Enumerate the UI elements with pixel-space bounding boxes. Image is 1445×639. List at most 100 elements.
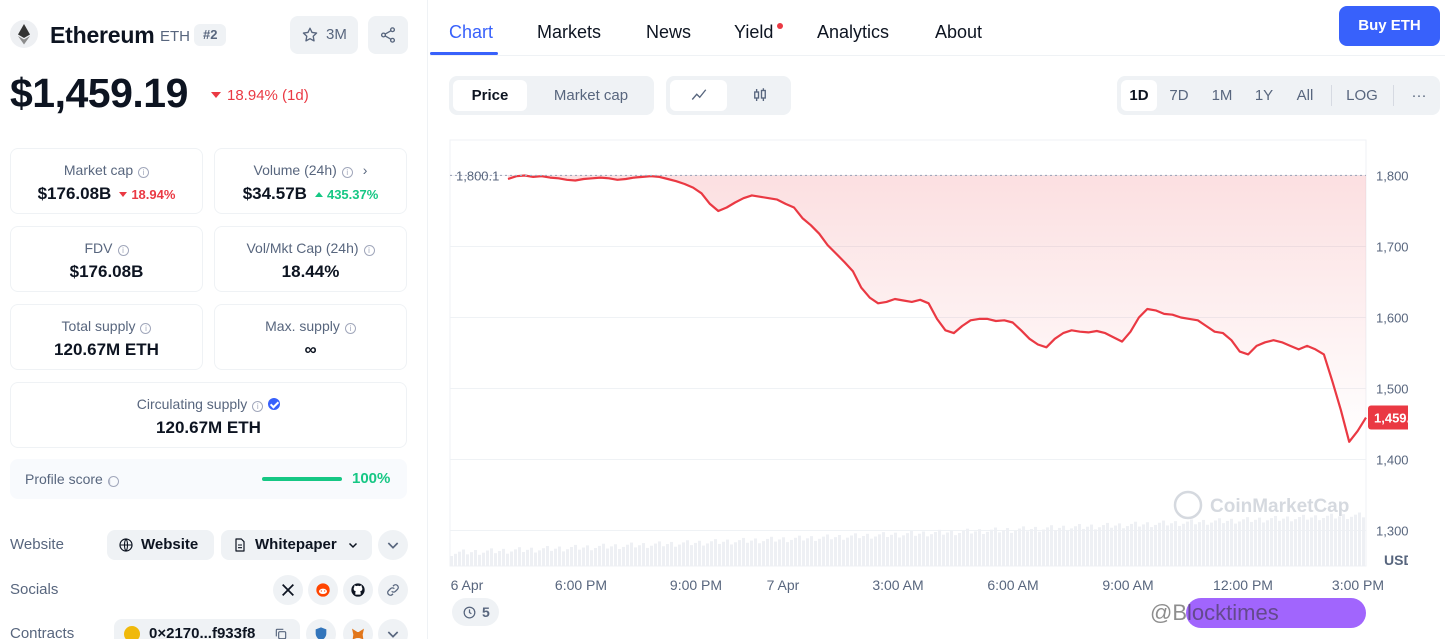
volume-bar [730,544,733,566]
volume-value: $34.57B [242,184,307,203]
contract-address-pill[interactable]: 0×2170...f933f8 [114,619,300,639]
yield-notification-dot [777,23,783,29]
range-1y[interactable]: 1Y [1254,87,1274,104]
link-button[interactable] [378,575,408,605]
more-options-button[interactable]: ··· [1411,87,1427,104]
buy-eth-button[interactable]: Buy ETH [1339,6,1440,46]
volume-bar [1294,519,1297,566]
volume-bar [1358,512,1361,566]
vol-mkt-cap-label: Vol/Mkt Cap (24h) [246,240,359,256]
tab-chart[interactable]: Chart [449,22,494,42]
volume-bar [534,552,537,566]
tab-news[interactable]: News [646,22,692,42]
volume-bar [898,537,901,566]
volume-card[interactable]: Volume (24h) i › $34.57B 435.37% [214,148,407,214]
volume-bar [786,542,789,566]
info-icon[interactable]: i [107,476,119,487]
volume-bar [1046,527,1049,566]
volume-bar [890,534,893,566]
volume-bar [978,529,981,566]
vol-mkt-cap-value: 18.44% [281,262,340,281]
line-chart-option[interactable] [670,80,727,111]
wallet-button[interactable] [306,619,336,639]
volume-bar [702,545,705,566]
current-price-label: 1,459.1 [1374,411,1408,426]
shield-wallet-icon [315,627,327,639]
volume-bar [574,544,577,566]
volume-bar [638,545,641,566]
metric-market-cap-option[interactable]: Market cap [553,87,629,104]
volume-bar [802,540,805,566]
volume-bar [982,534,985,566]
reddit-button[interactable] [308,575,338,605]
volume-bar [1318,520,1321,566]
tab-analytics[interactable]: Analytics [817,22,890,42]
volume-bar [562,551,565,566]
more-links-button[interactable] [378,530,408,560]
total-supply-card: Total supply i 120.67M ETH [10,304,203,370]
tab-about[interactable]: About [935,22,983,42]
metamask-button[interactable] [343,619,373,639]
tab-markets[interactable]: Markets [537,22,602,42]
info-icon[interactable]: i [341,167,353,178]
volume-bar [842,539,845,566]
volume-bar [954,535,957,566]
coin-name: Ethereum [50,22,155,48]
coin-header: Ethereum ETH #2 3M [10,16,410,56]
y-tick-label: 1,400.0 [1376,453,1408,468]
price-area-fill [508,175,1366,442]
volume-bar [1186,521,1189,566]
volume-bar [558,546,561,566]
info-icon[interactable]: i [138,167,150,178]
history-button[interactable]: 5 [452,598,499,626]
volume-bar [666,544,669,566]
volume-bar [514,549,517,566]
volume-bar [1086,526,1089,566]
source-watermark: @Blocktimes [1150,600,1279,625]
volume-bar [1298,516,1301,566]
bnb-chain-icon [124,626,140,639]
website-button[interactable]: Website [107,530,214,560]
volume-bar [970,533,973,566]
circulating-supply-label: Circulating supply [136,396,248,412]
range-7d[interactable]: 7D [1169,87,1189,104]
price-chart[interactable]: 1,800.1 1,800.0 1,700.0 1,600.0 1,500.0 1,40… [448,136,1408,606]
info-icon[interactable]: i [117,245,129,256]
current-price-tag: 1,459.1 [1368,405,1408,430]
coinmarketcap-logo-icon [1173,490,1203,520]
volume-bar [602,543,605,566]
github-button[interactable] [343,575,373,605]
share-button[interactable] [368,16,408,54]
volume-bar [1074,526,1077,566]
volume-bar [942,534,945,566]
range-1d[interactable]: 1D [1121,80,1157,111]
volume-bar [950,530,953,566]
volume-bar [1134,521,1137,566]
watchlist-button[interactable]: 3M [290,16,358,54]
volume-bar [918,533,921,566]
copy-icon[interactable] [274,627,288,639]
log-scale-toggle[interactable]: LOG [1346,87,1378,104]
volume-bar [1006,528,1009,566]
info-icon[interactable]: i [252,401,264,412]
max-supply-label: Max. supply [265,318,340,334]
metric-price-option[interactable]: Price [453,80,527,111]
volume-bar [658,541,661,566]
tab-yield[interactable]: Yield [734,22,774,42]
volume-bar [1322,517,1325,566]
range-all[interactable]: All [1296,87,1314,104]
whitepaper-dropdown[interactable]: Whitepaper [221,530,372,560]
info-icon[interactable]: i [344,323,356,334]
more-contracts-button[interactable] [378,619,408,639]
info-icon[interactable]: i [363,245,375,256]
volume-bar [1182,523,1185,566]
candlestick-option[interactable] [731,80,788,111]
volume-bar [946,532,949,566]
x-tick-label: 9:00 AM [1102,577,1153,593]
whitepaper-label: Whitepaper [255,536,337,553]
x-tick-label: 12:00 PM [1213,577,1273,593]
x-twitter-button[interactable] [273,575,303,605]
volume-bar [826,534,829,566]
info-icon[interactable]: i [140,323,152,334]
range-1m[interactable]: 1M [1211,87,1233,104]
